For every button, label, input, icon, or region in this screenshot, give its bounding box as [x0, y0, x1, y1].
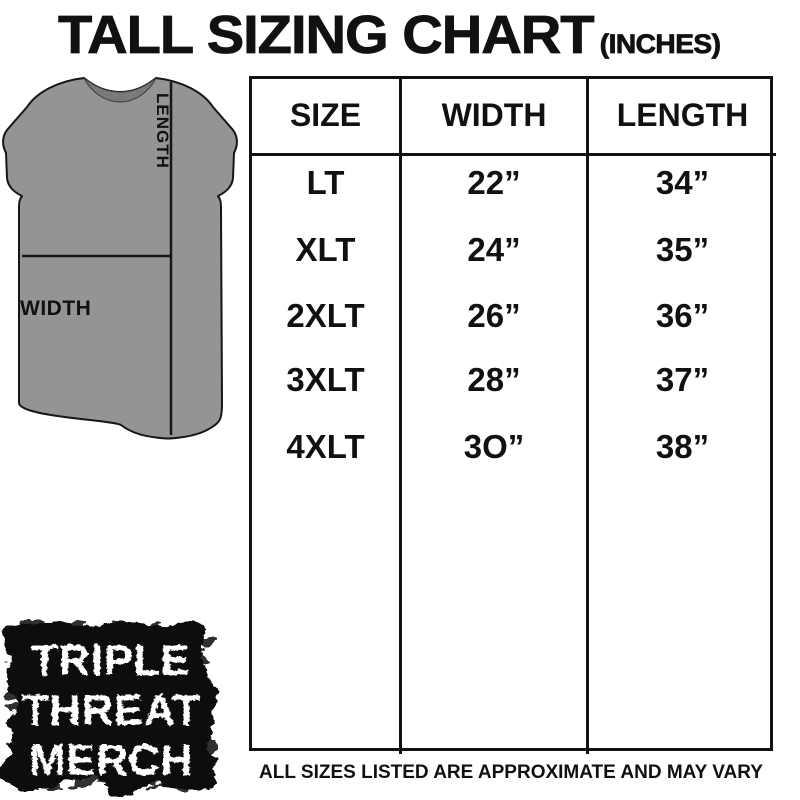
svg-text:TRIPLE: TRIPLE	[30, 635, 189, 684]
svg-text:THREAT: THREAT	[21, 685, 199, 734]
svg-text:MERCH: MERCH	[28, 735, 192, 784]
